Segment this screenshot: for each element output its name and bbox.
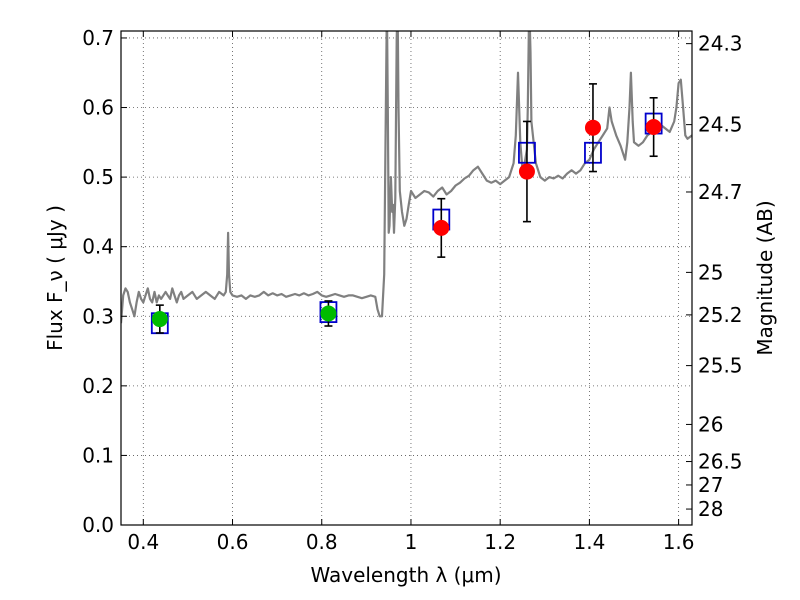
spectrum-line [121, 31, 692, 324]
y2-tick-label: 25 [698, 260, 723, 284]
data-point [320, 305, 337, 322]
y2-tick-label: 25.5 [698, 354, 743, 378]
y2-tick-label: 24.5 [698, 113, 743, 137]
y-tick-label: 0.1 [82, 443, 114, 467]
y2-tick-label: 26.5 [698, 450, 743, 474]
plot-background [121, 31, 692, 525]
x-tick-label: 0.8 [306, 530, 338, 554]
y-tick-label: 0.3 [82, 304, 114, 328]
x-tick-label: 1.2 [484, 530, 516, 554]
plot-frame [120, 30, 693, 526]
y2-axis-label: Magnitude (AB) [753, 200, 777, 355]
y-tick-label: 0.0 [82, 513, 114, 537]
y2-tick-label: 25.2 [698, 303, 743, 327]
y-tick-label: 0.7 [82, 26, 114, 50]
axes: 0.4 0.6 0.8 1 1.2 1.4 1.6 0.0 0.1 0.2 0.3 0.4 0.5 0.6… [82, 26, 742, 554]
y-tick-label: 0.4 [82, 235, 114, 259]
data-point [151, 311, 168, 328]
x-tick-label: 0.4 [127, 530, 159, 554]
x-tick-label: 1 [405, 530, 418, 554]
y2-tick-label: 24.7 [698, 180, 743, 204]
data-point [433, 219, 450, 236]
data-point [584, 119, 601, 136]
y2-tick-label: 27 [698, 473, 723, 497]
y-axis-label: Flux F_ν ( μJy ) [43, 205, 67, 351]
y2-tick-label: 24.3 [698, 32, 743, 56]
data-layer [121, 31, 692, 335]
y-tick-label: 0.2 [82, 374, 114, 398]
y2-tick-label: 26 [698, 412, 723, 436]
y-tick-label: 0.5 [82, 165, 114, 189]
x-tick-label: 0.6 [217, 530, 249, 554]
x-axis-label: Wavelength λ (μm) [310, 563, 501, 587]
y-tick-label: 0.6 [82, 96, 114, 120]
x-tick-label: 1.6 [663, 530, 695, 554]
data-point [518, 163, 535, 180]
x-tick-label: 1.4 [573, 530, 605, 554]
data-point [645, 119, 662, 136]
y2-tick-label: 28 [698, 497, 723, 521]
